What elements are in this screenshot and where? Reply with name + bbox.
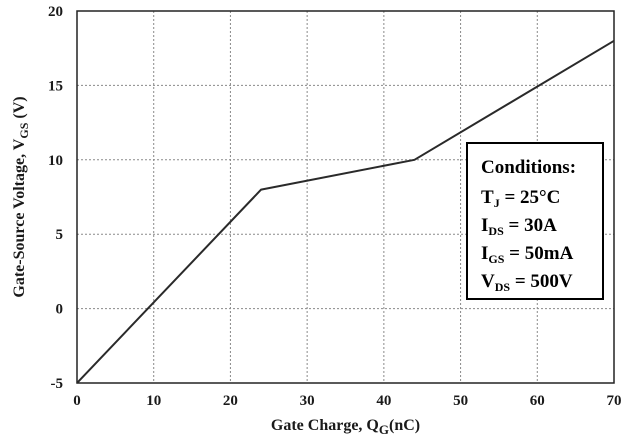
y-axis-title-sub: GS: [17, 122, 31, 138]
x-axis-title-sub: G: [379, 422, 389, 437]
x-axis-title-tail: (nC): [389, 417, 420, 434]
conditions-box-frame: [466, 142, 604, 300]
x-tick-label: 70: [607, 393, 622, 409]
condition-line-igs: IGS = 50mA: [481, 243, 574, 266]
y-axis-title: Gate-Source Voltage, VGS (V): [11, 96, 31, 297]
y-tick-label: 5: [56, 227, 64, 243]
x-tick-label: 10: [146, 393, 161, 409]
x-tick-label: 40: [376, 393, 391, 409]
y-tick-label: 20: [48, 4, 63, 20]
x-tick-label: 0: [73, 393, 81, 409]
y-tick-label: 10: [48, 153, 63, 169]
y-axis-title-tail: (V): [11, 96, 28, 122]
x-tick-labels: 0 10 20 30 40 50 60 70: [73, 393, 621, 409]
y-axis-title-main: Gate-Source Voltage, V: [11, 138, 28, 297]
x-axis-title: Gate Charge, QG(nC): [271, 417, 420, 437]
y-tick-label: 0: [56, 302, 64, 318]
x-axis-title-main: Gate Charge, Q: [271, 417, 379, 434]
x-tick-label: 50: [453, 393, 468, 409]
x-tick-label: 30: [300, 393, 315, 409]
y-tick-labels: -5 0 5 10 15 20: [48, 4, 63, 392]
condition-line-ids: IDS = 30A: [481, 215, 557, 238]
vgs-vs-qg-line: [76, 39, 615, 384]
conditions-title: Conditions:: [481, 157, 576, 178]
y-tick-label: -5: [51, 376, 64, 392]
condition-line-vds: VDS = 500V: [481, 271, 573, 294]
x-tick-label: 60: [530, 393, 545, 409]
plot-frame: [76, 10, 615, 384]
y-tick-label: 15: [48, 78, 63, 94]
condition-line-tj: TJ = 25°C: [481, 187, 560, 210]
x-tick-label: 20: [223, 393, 238, 409]
conditions-annotation: Conditions: TJ = 25°C IDS = 30A IGS = 50…: [466, 142, 604, 300]
